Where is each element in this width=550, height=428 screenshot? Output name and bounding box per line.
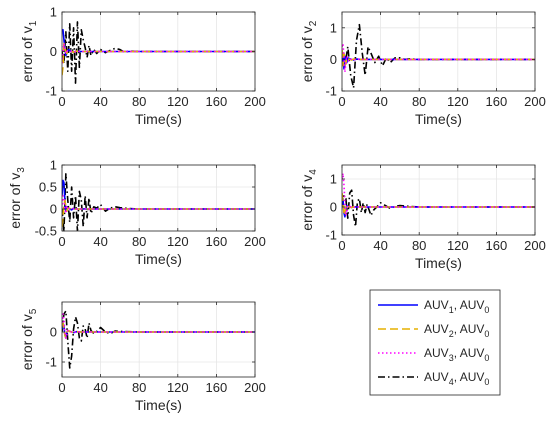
x-tick-label: 160 <box>486 94 508 109</box>
x-tick-label: 80 <box>132 234 146 249</box>
x-tick-label: 80 <box>412 94 426 109</box>
x-tick-label: 40 <box>93 234 107 249</box>
y-axis-label: error of v1 <box>19 20 39 82</box>
x-axis-label: Time(s) <box>135 397 182 413</box>
x-tick-label: 200 <box>524 238 546 253</box>
axes-box <box>341 11 536 92</box>
plot-area <box>342 165 535 235</box>
x-axis-label: Time(s) <box>135 111 182 127</box>
y-tick-label: -0.5 <box>35 224 57 239</box>
plot-area <box>62 302 255 377</box>
x-tick-label: 0 <box>338 94 345 109</box>
x-tick-label: 40 <box>93 380 107 395</box>
legend-entry-label: AUV4, AUV0 <box>424 370 489 387</box>
legend: AUV1, AUV0 AUV2, AUV0 AUV3, AUV0 AUV4, AUV0 <box>369 289 501 396</box>
x-tick-label: 200 <box>244 94 266 109</box>
x-tick-label: 80 <box>132 94 146 109</box>
x-tick-label: 80 <box>132 380 146 395</box>
x-tick-label: 200 <box>524 94 546 109</box>
y-tick-label: 0 <box>50 202 57 217</box>
x-tick-label: 40 <box>93 94 107 109</box>
y-tick-label: 1 <box>330 172 337 187</box>
legend-entry-label: AUV1, AUV0 <box>424 298 489 315</box>
y-axis-label: error of v4 <box>299 169 319 231</box>
y-tick-label: -1 <box>325 228 337 243</box>
x-tick-label: 200 <box>244 380 266 395</box>
series-line-dotted <box>342 42 535 73</box>
x-tick-label: 0 <box>58 380 65 395</box>
y-axis-label: error of v2 <box>299 20 319 82</box>
y-tick-label: -1 <box>45 84 57 99</box>
x-tick-label: 160 <box>206 94 228 109</box>
x-tick-label: 0 <box>338 238 345 253</box>
y-tick-label: 1 <box>50 5 57 20</box>
legend-entry-label: AUV3, AUV0 <box>424 346 489 363</box>
series-line-dotted <box>342 172 535 217</box>
x-tick-label: 0 <box>58 234 65 249</box>
x-tick-label: 120 <box>447 94 469 109</box>
series-line-dashdot <box>62 173 255 231</box>
legend-box <box>369 289 501 396</box>
x-tick-label: 160 <box>486 238 508 253</box>
y-tick-label: 0 <box>50 325 57 340</box>
series-line-solid <box>62 179 255 212</box>
legend-entry-label: AUV2, AUV0 <box>424 322 489 339</box>
x-tick-label: 120 <box>167 234 189 249</box>
series-line-dotted <box>62 313 255 339</box>
axes-box <box>61 301 256 378</box>
series-line-dashdot <box>62 21 255 84</box>
x-tick-label: 120 <box>167 94 189 109</box>
y-tick-label: -1 <box>45 355 57 370</box>
series-line-dashed <box>62 199 255 227</box>
x-tick-label: 80 <box>412 238 426 253</box>
axes-box <box>61 164 256 232</box>
x-tick-label: 120 <box>447 238 469 253</box>
x-tick-label: 40 <box>373 94 387 109</box>
x-tick-label: 200 <box>244 234 266 249</box>
series-line-dashdot <box>62 310 255 369</box>
y-axis-label: error of v5 <box>19 308 39 370</box>
y-tick-label: 0 <box>330 52 337 67</box>
plot-area <box>342 12 535 91</box>
x-tick-label: 160 <box>206 380 228 395</box>
y-tick-label: 0 <box>330 200 337 215</box>
x-axis-label: Time(s) <box>415 255 462 271</box>
y-tick-label: 1 <box>50 158 57 173</box>
x-axis-label: Time(s) <box>135 251 182 267</box>
y-axis-label: error of v3 <box>7 167 27 229</box>
axes-box <box>341 164 536 236</box>
x-tick-label: 160 <box>206 234 228 249</box>
x-tick-label: 120 <box>167 380 189 395</box>
y-tick-label: -1 <box>325 84 337 99</box>
y-tick-label: 0 <box>50 44 57 59</box>
y-tick-label: 1 <box>330 20 337 35</box>
plot-area <box>62 165 255 231</box>
series-line-dotted <box>62 42 255 64</box>
y-tick-label: 0.5 <box>39 180 57 195</box>
x-tick-label: 0 <box>58 94 65 109</box>
x-axis-label: Time(s) <box>415 111 462 127</box>
x-tick-label: 40 <box>373 238 387 253</box>
